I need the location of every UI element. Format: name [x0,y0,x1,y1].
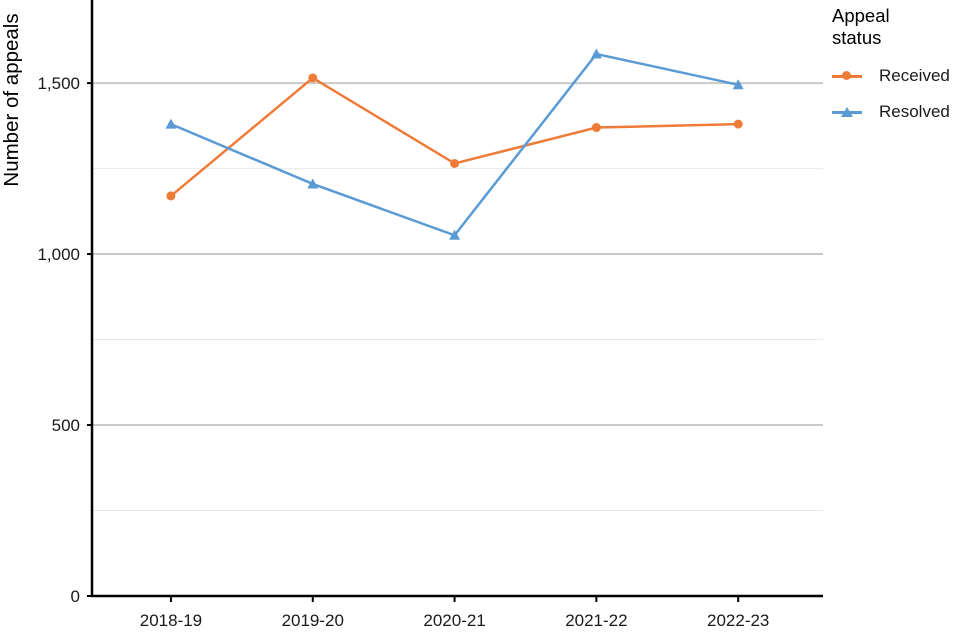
x-tick-label: 2018-19 [140,611,202,630]
y-tick-label: 500 [52,416,80,435]
series-line-resolved [170,52,739,237]
data-point-resolved [449,229,461,240]
data-point-resolved [165,118,177,129]
circle-line-icon [832,70,862,82]
triangle-line-icon [832,106,862,118]
series-line-received [170,76,739,197]
data-point-received [450,158,460,168]
data-point-received [733,119,743,129]
legend-item-label: Resolved [879,101,950,121]
legend-items: Received Resolved [832,65,958,123]
legend-item-received: Received [832,65,958,87]
y-tick-label: 0 [71,587,80,606]
y-axis-title: Number of appeals [0,13,23,186]
legend: Appeal status Received Resolved [832,5,958,137]
data-point-received [591,123,601,133]
data-point-resolved [732,79,744,90]
data-point-resolved [307,178,319,189]
x-tick-label: 2019-20 [282,611,344,630]
y-tick-label: 1,000 [37,245,80,264]
x-tick-label: 2022-23 [707,611,769,630]
x-tick-label: 2020-21 [423,611,485,630]
legend-item-label: Received [879,65,950,85]
legend-title: Appeal status [832,5,890,48]
legend-item-resolved: Resolved [832,101,958,123]
data-point-resolved [590,48,602,59]
x-tick-label: 2021-22 [565,611,627,630]
data-point-received [166,191,176,201]
data-point-received [308,73,318,83]
y-tick-label: 1,500 [37,74,80,93]
